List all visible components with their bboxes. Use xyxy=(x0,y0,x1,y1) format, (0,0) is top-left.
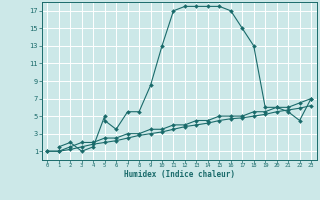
X-axis label: Humidex (Indice chaleur): Humidex (Indice chaleur) xyxy=(124,170,235,179)
